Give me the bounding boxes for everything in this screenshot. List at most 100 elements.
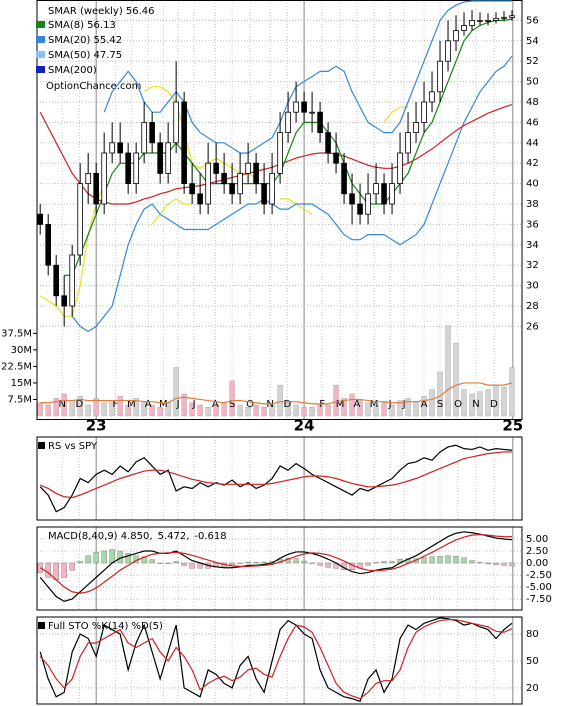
chart-title: SMAR (weekly) 56.46: [48, 6, 155, 17]
candle-body: [117, 142, 123, 154]
histogram-bar: [157, 562, 163, 564]
x-tick-label: 25: [502, 417, 523, 435]
y-tick-label: 20: [526, 683, 539, 694]
x-tick-label: A: [421, 399, 428, 410]
histogram-bar: [501, 562, 507, 566]
histogram-bar: [293, 558, 299, 564]
histogram-bar: [69, 562, 75, 571]
volume-bar: [205, 406, 211, 417]
legend-label: SMA(50) 47.75: [48, 50, 122, 61]
volume-bar: [197, 404, 203, 417]
volume-bar: [325, 404, 331, 417]
histogram-bar: [509, 562, 515, 567]
x-tick-label: J: [176, 399, 180, 410]
y-tick-label: 37.5M: [1, 328, 32, 339]
x-tick-label: F: [319, 399, 325, 410]
candle-body: [261, 183, 267, 205]
candle-body: [37, 213, 43, 225]
legend-label: SMA(20) 55.42: [48, 35, 122, 46]
volume-bar: [237, 404, 243, 417]
y-tick-label: 34: [526, 240, 539, 251]
candle-body: [429, 91, 435, 103]
candle-body: [493, 17, 499, 21]
candle-body: [133, 152, 139, 185]
candle-body: [413, 122, 419, 134]
y-tick-label: 22.5M: [1, 361, 32, 372]
y-tick-label: 80: [526, 629, 539, 640]
y-tick-label: 50: [526, 77, 539, 88]
x-tick-label: M: [159, 399, 168, 410]
x-tick-label: 24: [294, 417, 315, 435]
candle-body: [437, 60, 443, 93]
candle-body: [381, 183, 387, 205]
y-tick-label: 32: [526, 260, 539, 271]
rs-title: RS vs SPY: [48, 441, 98, 452]
x-tick-label: M: [127, 399, 136, 410]
volume-bar: [37, 402, 43, 417]
x-tick-label: M: [336, 399, 345, 410]
volume-bar: [445, 325, 451, 417]
y-tick-label: 46: [526, 117, 539, 128]
candle-body: [277, 132, 283, 174]
y-tick-label: 44: [526, 138, 539, 149]
panel-title: -0.618: [194, 531, 226, 542]
volume-bar: [85, 404, 91, 417]
sto-icon: [38, 622, 45, 629]
legend-swatch: [36, 21, 45, 28]
candle-body: [269, 172, 275, 205]
histogram-bar: [493, 562, 499, 566]
volume-bar: [333, 384, 339, 417]
rs-panel: [36, 436, 523, 521]
y-tick-label: 30M: [11, 345, 32, 356]
histogram-bar: [117, 550, 123, 564]
volume-bar: [93, 398, 99, 417]
macd-panel: [36, 526, 523, 611]
candle-body: [349, 193, 355, 205]
candle-body: [405, 132, 411, 154]
volume-bar: [405, 398, 411, 417]
y-tick-label: 50: [526, 656, 539, 667]
volume-bar: [125, 404, 131, 417]
histogram-bar: [237, 562, 243, 564]
x-tick-label: F: [112, 399, 118, 410]
x-tick-label: O: [246, 399, 254, 410]
volume-bar: [181, 393, 187, 417]
histogram-bar: [85, 555, 91, 564]
histogram-bar: [309, 562, 315, 564]
panel-title: MACD(8,40,9) 4.850,: [48, 531, 153, 542]
volume-bar: [189, 402, 195, 417]
y-tick-label: 7.5M: [7, 394, 32, 405]
x-tick-label: O: [454, 399, 462, 410]
histogram-bar: [189, 562, 195, 569]
y-tick-label: 56: [526, 15, 539, 26]
x-tick-label: S: [229, 399, 235, 410]
histogram-bar: [437, 556, 443, 564]
candle-body: [245, 162, 251, 174]
line-series: [143, 86, 257, 180]
candle-body: [125, 152, 131, 185]
volume-bar: [293, 404, 299, 417]
histogram-bar: [429, 556, 435, 564]
candle-body: [469, 19, 475, 26]
candle-body: [389, 183, 395, 205]
candle-body: [397, 152, 403, 185]
y-tick-label: -2.50: [526, 570, 552, 581]
y-tick-label: -5.00: [526, 582, 552, 593]
candle-body: [61, 295, 67, 307]
candle-body: [333, 152, 339, 164]
y-tick-label: 52: [526, 56, 539, 67]
volume-bar: [77, 395, 83, 417]
line-series: [383, 106, 409, 123]
volume-bar: [373, 404, 379, 417]
rs-icon: [38, 442, 45, 449]
volume-bar: [485, 389, 491, 417]
candle-body: [317, 111, 323, 133]
sto-panel: [36, 616, 523, 705]
y-tick-label: 2.50: [526, 546, 548, 557]
line-series: [39, 451, 513, 499]
volume-bar: [477, 391, 483, 417]
candle-body: [293, 101, 299, 113]
volume-bar: [301, 406, 307, 417]
x-tick-label: M: [370, 399, 379, 410]
histogram-bar: [109, 549, 115, 564]
